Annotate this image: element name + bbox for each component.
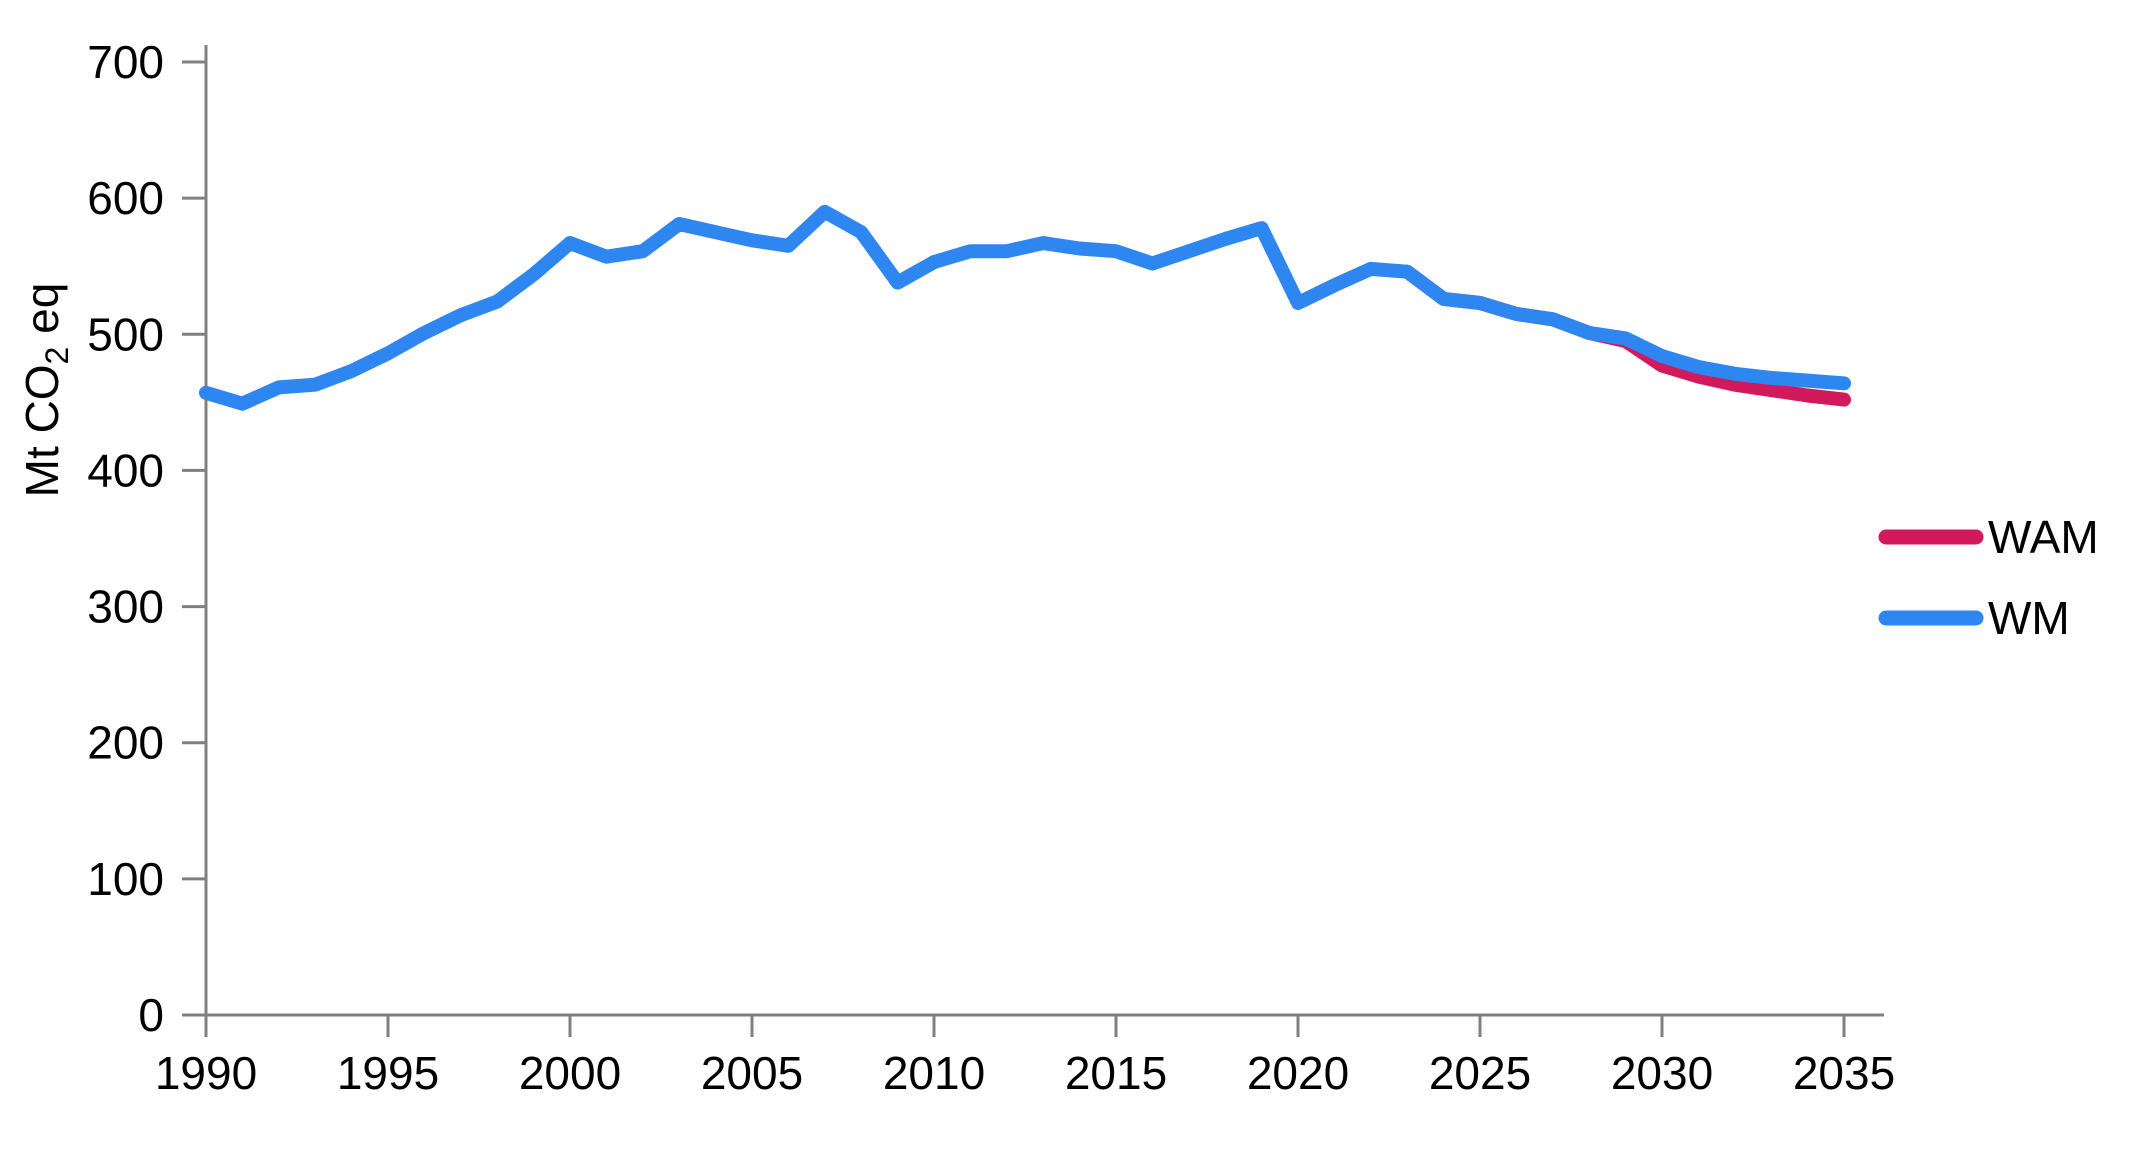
y-axis-title: Mt CO2 eq: [16, 283, 75, 498]
series-line-wm: [199, 204, 1851, 411]
plot-lines: [199, 204, 1851, 411]
x-tick-label: 2030: [1611, 1047, 1713, 1099]
x-tick-label: 1995: [337, 1047, 439, 1099]
x-tick-label: 2015: [1065, 1047, 1167, 1099]
y-tick-label: 0: [138, 989, 164, 1041]
y-tick-label: 100: [87, 853, 164, 905]
x-tick-label: 2020: [1247, 1047, 1349, 1099]
x-axis: 1990 1995 2000 2005 2010 2015 2020 2025 2030 2035: [155, 1013, 1895, 1099]
legend: WAM WM: [1878, 511, 2099, 644]
x-tick-label: 2000: [519, 1047, 621, 1099]
x-tick-label: 2010: [883, 1047, 985, 1099]
x-tick-label: 2025: [1429, 1047, 1531, 1099]
y-tick-label: 400: [87, 444, 164, 496]
y-tick-label: 500: [87, 308, 164, 360]
y-axis: 0 100 200 300 400 500 600 700: [87, 36, 208, 1041]
y-tick-label: 700: [87, 36, 164, 88]
x-tick-label: 2035: [1793, 1047, 1895, 1099]
y-tick-label: 600: [87, 172, 164, 224]
x-tick-label: 2005: [701, 1047, 803, 1099]
y-tick-label: 200: [87, 717, 164, 769]
y-axis-title-text: Mt CO2 eq: [16, 283, 75, 498]
x-tick-label: 1990: [155, 1047, 257, 1099]
legend-label-wm: WM: [1988, 592, 2070, 644]
legend-label-wam: WAM: [1988, 511, 2099, 563]
y-tick-label: 300: [87, 581, 164, 633]
